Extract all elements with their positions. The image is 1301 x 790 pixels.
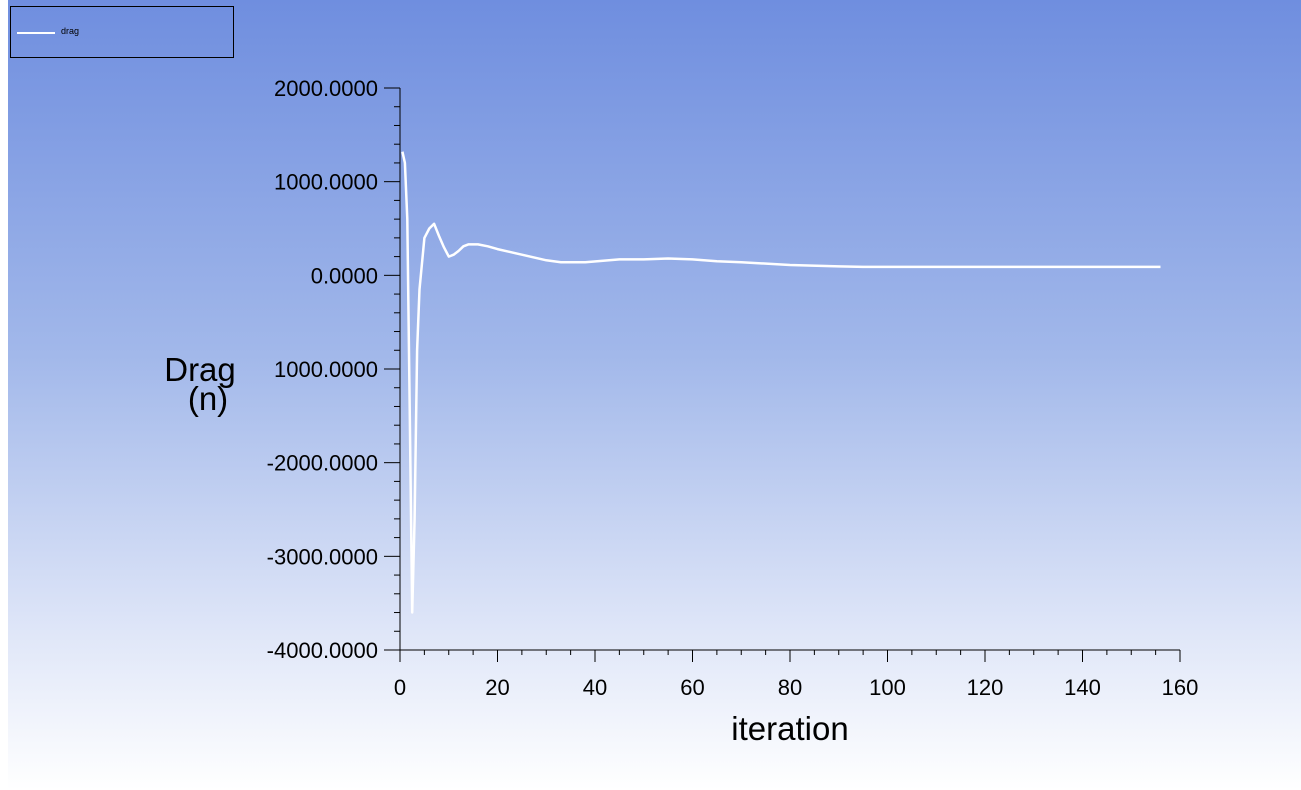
x-tick-label: 140	[1064, 675, 1101, 700]
x-tick-label: 100	[869, 675, 906, 700]
y-axis-title-line1: Drag	[164, 351, 236, 388]
plot-frame: 2000.0000 1000.0000 0.0000 1000.0000 -2000.0…	[8, 0, 1301, 790]
x-tick-label: 160	[1162, 675, 1199, 700]
x-axis-title: iteration	[731, 710, 848, 747]
y-axis-title-line2: (n)	[188, 380, 228, 417]
y-tick-label: -3000.0000	[267, 544, 378, 569]
series-layer	[401, 151, 1161, 614]
y-tick-label: 0.0000	[311, 263, 378, 288]
x-tick-label: 80	[778, 675, 802, 700]
x-tick-label: 0	[394, 675, 406, 700]
legend-label-drag: drag	[61, 26, 80, 36]
x-tick-label: 120	[967, 675, 1004, 700]
x-tick-label: 40	[583, 675, 607, 700]
x-tick-label: 60	[680, 675, 704, 700]
axes: 2000.0000 1000.0000 0.0000 1000.0000 -2000.0…	[267, 76, 1199, 700]
y-tick-label: 1000.0000	[274, 357, 378, 382]
y-tick-label: 1000.0000	[274, 170, 378, 195]
y-tick-label: -2000.0000	[267, 451, 378, 476]
y-tick-label: -4000.0000	[267, 638, 378, 663]
legend: drag	[10, 6, 234, 58]
x-tick-label: 20	[485, 675, 509, 700]
y-tick-label: 2000.0000	[274, 76, 378, 101]
drag-chart: 2000.0000 1000.0000 0.0000 1000.0000 -2000.0…	[164, 76, 1199, 747]
series-line-drag	[401, 151, 1161, 614]
legend-swatch-drag	[17, 32, 55, 34]
